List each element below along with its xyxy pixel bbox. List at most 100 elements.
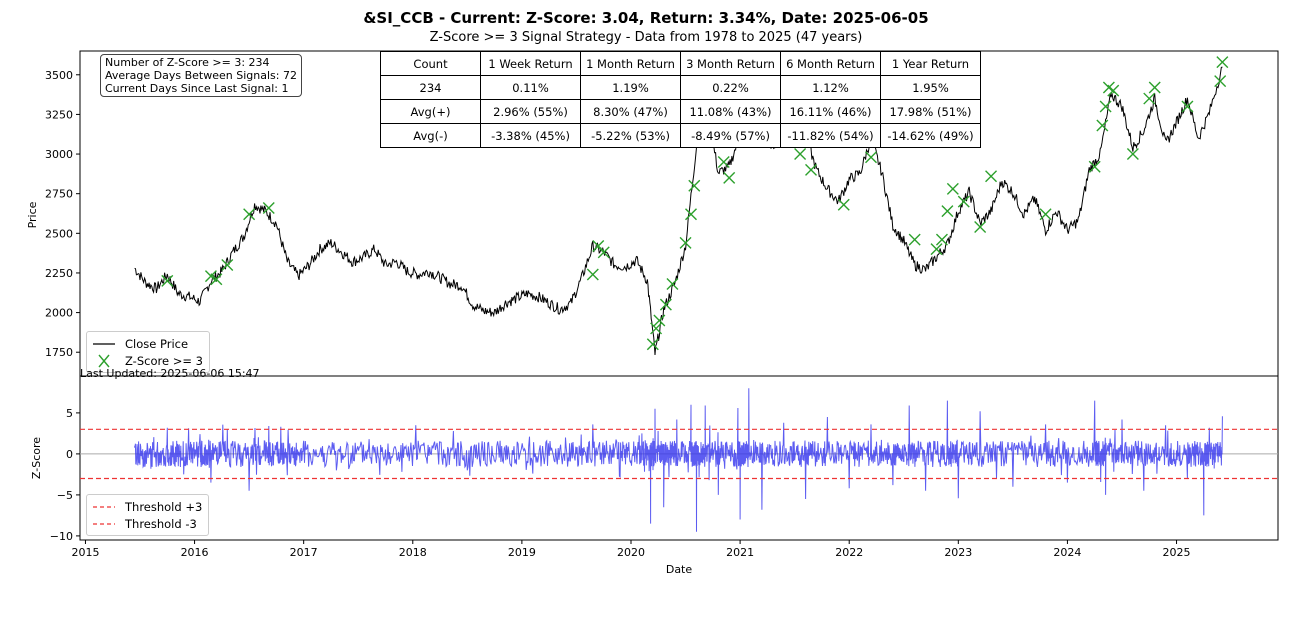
x-tick-label: 2018: [399, 546, 427, 559]
signal-marker: [794, 148, 807, 161]
x-tick-label: 2024: [1053, 546, 1081, 559]
signal-marker: [985, 170, 998, 183]
table-cell: Avg(-): [380, 123, 481, 148]
signal-marker: [723, 171, 736, 184]
zscore-y-tick-label: −5: [57, 489, 73, 502]
signal-marker: [1039, 208, 1052, 221]
signal-marker: [1126, 148, 1139, 161]
zscore-legend: Threshold +3 Threshold -3: [86, 494, 210, 536]
signal-marker: [935, 233, 948, 246]
signal-marker: [946, 182, 959, 195]
table-cell: 11.08% (43%): [680, 99, 781, 124]
stats-line-count: Number of Z-Score >= 3: 234: [105, 56, 270, 69]
zscore-axes-frame: [79, 375, 1279, 541]
signal-marker: [1099, 100, 1112, 113]
table-header-cell: 1 Week Return: [480, 51, 581, 76]
signal-marker: [262, 201, 275, 214]
table-header-cell: 1 Month Return: [580, 51, 681, 76]
table-cell: 234: [380, 75, 481, 100]
signal-marker: [597, 246, 610, 259]
signal-marker: [1088, 160, 1101, 173]
stats-line-current: Current Days Since Last Signal: 1: [105, 82, 289, 95]
signal-marker: [653, 314, 666, 327]
table-cell: 0.22%: [680, 75, 781, 100]
legend-item-threshold-minus: Threshold -3: [93, 515, 202, 532]
x-tick-label: 2019: [508, 546, 536, 559]
signal-marker: [586, 268, 599, 281]
signal-marker: [1148, 81, 1161, 94]
legend-item-close-price: Close Price: [93, 335, 203, 352]
legend-label: Threshold -3: [125, 516, 197, 531]
table-cell: 16.11% (46%): [780, 99, 881, 124]
signal-marker: [1214, 75, 1227, 88]
signal-marker: [204, 270, 217, 283]
x-tick-label: 2016: [181, 546, 209, 559]
x-axis-label: Date: [666, 563, 693, 576]
legend-label: Close Price: [125, 336, 189, 351]
table-header-cell: 3 Month Return: [680, 51, 781, 76]
zscore-y-tick-label: 5: [66, 407, 73, 420]
signal-stats-box: Number of Z-Score >= 3: 234 Average Days…: [100, 54, 302, 97]
x-tick-label: 2025: [1163, 546, 1191, 559]
signal-marker: [1181, 100, 1194, 113]
signal-marker: [1143, 92, 1156, 105]
zscore-line: [134, 388, 1223, 532]
table-cell: -11.82% (54%): [780, 123, 881, 148]
table-row: Avg(-) -3.38% (45%) -5.22% (53%) -8.49% …: [380, 123, 981, 148]
x-tick-label: 2015: [71, 546, 99, 559]
price-legend: Close Price Z-Score >= 3: [86, 331, 210, 373]
signal-marker: [1096, 119, 1109, 132]
x-marker-icon: [93, 354, 115, 368]
dashed-line-swatch-icon: [93, 500, 115, 514]
table-cell: 1.12%: [780, 75, 881, 100]
x-tick-label: 2020: [617, 546, 645, 559]
close-price-line: [134, 66, 1223, 356]
price-y-tick-label: 2000: [45, 307, 73, 320]
signal-marker: [930, 243, 943, 256]
signal-marker: [650, 322, 663, 335]
legend-label: Threshold +3: [125, 499, 203, 514]
table-cell: -14.62% (49%): [880, 123, 981, 148]
chart-title: &SI_CCB - Current: Z-Score: 3.04, Return…: [363, 9, 929, 27]
zscore-y-tick-label: −10: [50, 530, 73, 543]
price-plot-area: [134, 56, 1229, 356]
line-swatch-icon: [93, 337, 115, 351]
signal-marker: [221, 259, 234, 272]
table-header-cell: 1 Year Return: [880, 51, 981, 76]
table-cell: 8.30% (47%): [580, 99, 681, 124]
legend-item-signal: Z-Score >= 3: [93, 352, 203, 369]
signal-marker: [717, 155, 730, 168]
signal-marker: [941, 205, 954, 218]
price-y-tick-label: 3000: [45, 148, 73, 161]
legend-item-threshold-plus: Threshold +3: [93, 498, 202, 515]
table-header-cell: 6 Month Return: [780, 51, 881, 76]
signal-marker: [659, 298, 672, 311]
last-updated-label: Last Updated: 2025-06-06 15:47: [80, 367, 260, 380]
table-row: Avg(+) 2.96% (55%) 8.30% (47%) 11.08% (4…: [380, 99, 981, 124]
signal-marker: [688, 179, 701, 192]
price-y-tick-label: 1750: [45, 346, 73, 359]
signal-markers: [161, 56, 1229, 351]
signal-marker: [908, 233, 921, 246]
zscore-y-ticks: −10 −5 0 5: [50, 407, 80, 543]
price-y-tick-label: 3500: [45, 69, 73, 82]
legend-label: Z-Score >= 3: [125, 353, 203, 368]
signal-marker: [957, 195, 970, 208]
table-cell: -5.22% (53%): [580, 123, 681, 148]
table-cell: 1.95%: [880, 75, 981, 100]
signal-marker: [1216, 56, 1229, 69]
table-cell: 17.98% (51%): [880, 99, 981, 124]
signal-marker: [666, 278, 679, 291]
price-y-tick-label: 2750: [45, 188, 73, 201]
signal-marker: [243, 208, 256, 221]
zscore-y-axis-label: Z-Score: [30, 437, 43, 479]
signal-marker: [865, 151, 878, 164]
price-y-tick-label: 2500: [45, 227, 73, 240]
price-y-ticks: 1750 2000 2250 2500 2750 3000 3250 3500: [45, 69, 80, 359]
table-cell: 2.96% (55%): [480, 99, 581, 124]
x-ticks: 2015 2016 2017 2018 2019 2020 2021 2022 2023 2024…: [71, 540, 1191, 559]
table-row: 234 0.11% 1.19% 0.22% 1.12% 1.95%: [380, 75, 981, 100]
stats-line-average: Average Days Between Signals: 72: [105, 69, 297, 82]
signal-marker: [974, 220, 987, 233]
